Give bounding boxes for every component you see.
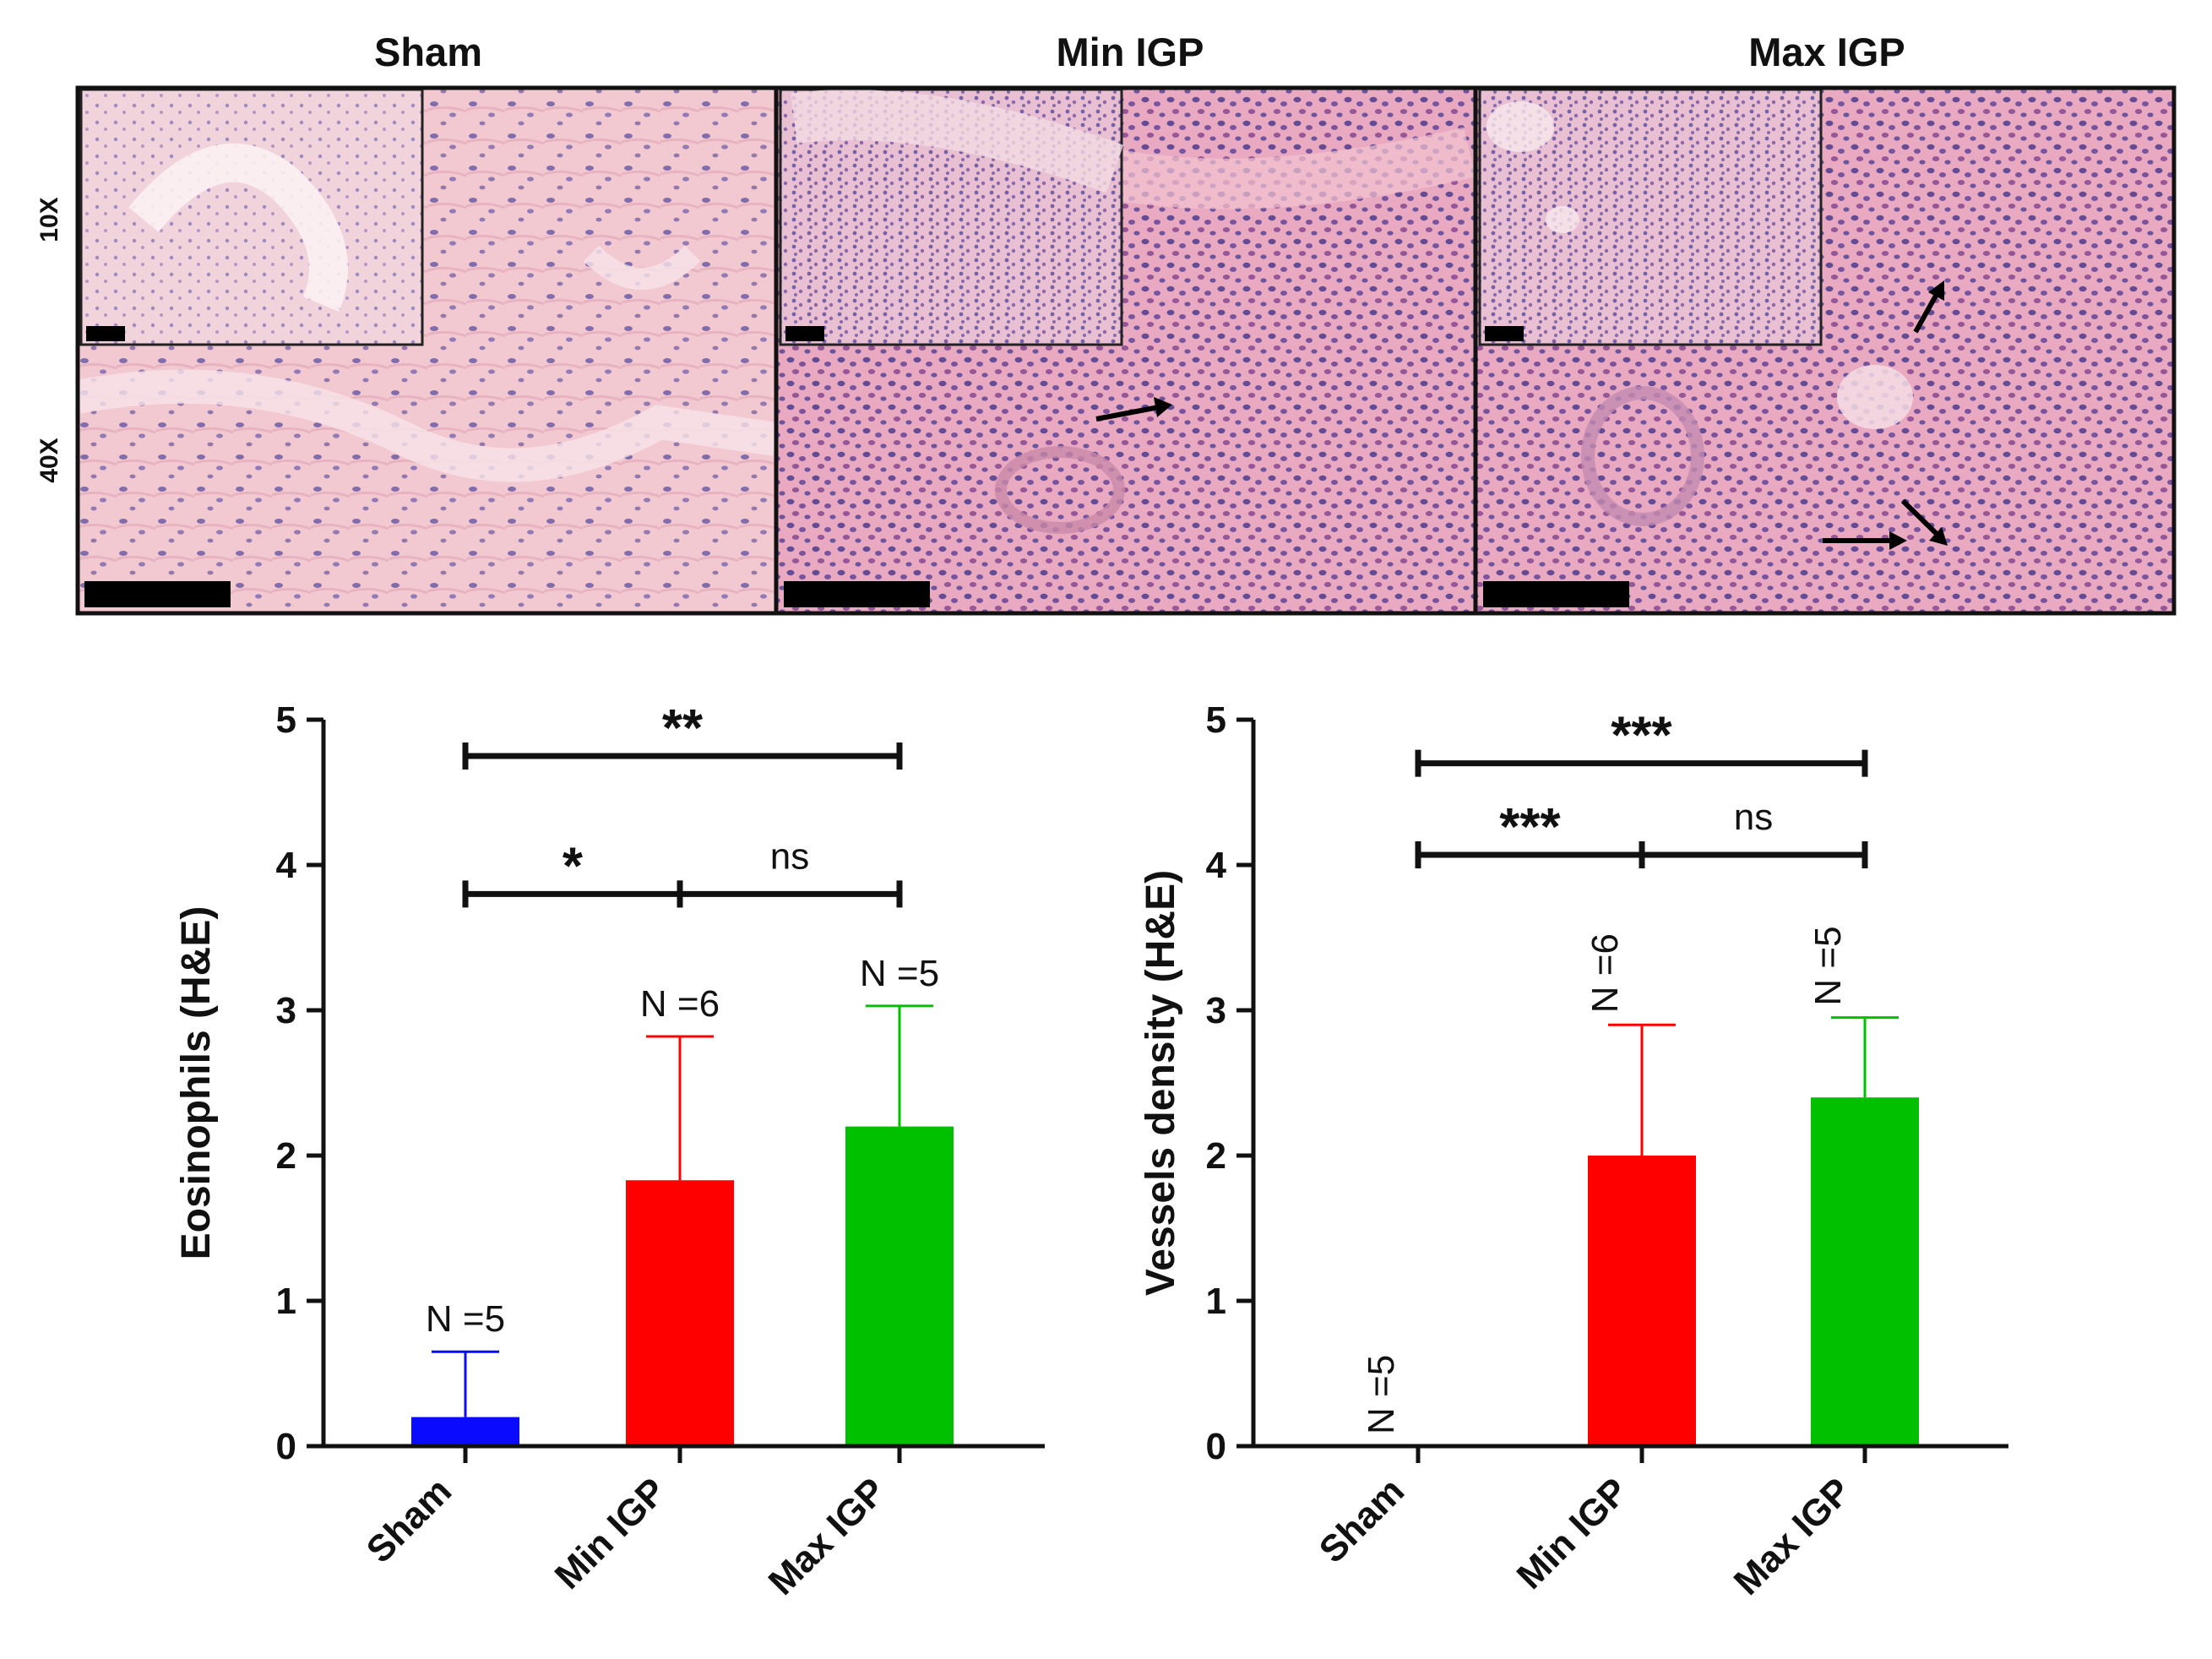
scale-bar <box>86 326 125 341</box>
micrograph-min-igp <box>777 88 1476 613</box>
bar-sham <box>411 1417 519 1446</box>
y-tick-label: 2 <box>1206 1135 1226 1177</box>
significance-label: *** <box>1499 798 1561 857</box>
n-label: N =5 <box>426 1298 505 1340</box>
arrow-icon <box>1900 498 1948 546</box>
y-tick-label: 5 <box>276 699 296 741</box>
y-tick-label: 1 <box>1206 1281 1226 1322</box>
y-tick-label: 4 <box>276 845 297 886</box>
arrow-icon <box>1095 397 1172 422</box>
row-label-40x: 40X <box>35 438 63 482</box>
n-label: N =5 <box>1361 1355 1402 1434</box>
scale-bar <box>785 326 824 341</box>
n-label: N =6 <box>1584 933 1626 1013</box>
n-label: N =5 <box>1807 926 1849 1005</box>
row-label-10x: 10X <box>35 197 63 242</box>
y-tick-label: 0 <box>1206 1426 1226 1467</box>
significance-label: ns <box>1734 797 1773 838</box>
inset-10x-sham <box>79 88 424 346</box>
chart-eosinophils: 0 1 2 3 4 5 Sham Min IGP Max IGP Eosinophils (H&E… <box>174 699 1045 1603</box>
y-tick-label: 0 <box>276 1426 296 1467</box>
inset-10x-min-igp <box>779 88 1124 346</box>
chart-vessels-density: 0 1 2 3 4 5 Sham Min IGP Max IGP Vessels density … <box>1139 699 2008 1603</box>
x-tick-label: Max IGP <box>1726 1470 1859 1602</box>
scale-bar <box>1483 581 1629 607</box>
micrograph-strip: Sham Min IGP Max IGP 10X 40X <box>35 30 2177 616</box>
x-tick-label: Min IGP <box>1509 1470 1636 1596</box>
scale-bar <box>84 581 231 607</box>
y-tick-label: 2 <box>276 1135 296 1177</box>
panel-title-max-igp: Max IGP <box>1748 30 1905 74</box>
y-tick-label: 3 <box>276 990 296 1031</box>
y-tick-label: 4 <box>1206 845 1227 886</box>
micrograph-sham <box>74 88 778 613</box>
arrow-icon <box>1913 280 1944 334</box>
y-axis-label: Vessels density (H&E) <box>1139 870 1183 1296</box>
bar-min-igp <box>1588 1156 1696 1446</box>
y-tick-label: 1 <box>276 1281 296 1322</box>
arrow-icon <box>1823 531 1907 550</box>
significance-label: ns <box>770 835 809 877</box>
significance-label: *** <box>1611 707 1672 765</box>
panel-title-sham: Sham <box>374 30 482 74</box>
y-tick-label: 3 <box>1206 990 1226 1031</box>
panel-title-min-igp: Min IGP <box>1057 30 1204 74</box>
inset-10x-max-igp <box>1478 88 1823 346</box>
bar-min-igp <box>626 1180 734 1446</box>
y-tick-label: 5 <box>1206 699 1226 741</box>
bar-max-igp <box>845 1126 954 1446</box>
bar-max-igp <box>1811 1097 1919 1446</box>
x-tick-label: Min IGP <box>547 1470 674 1596</box>
n-label: N =5 <box>860 953 939 994</box>
x-tick-label: Max IGP <box>761 1470 894 1602</box>
n-label: N =6 <box>640 983 720 1025</box>
significance-label: ** <box>662 699 704 758</box>
x-tick-label: Sham <box>1312 1470 1412 1570</box>
scale-bar <box>784 581 930 607</box>
micrograph-max-igp <box>1476 88 2174 613</box>
significance-label: * <box>563 837 584 895</box>
x-tick-label: Sham <box>359 1470 459 1570</box>
scale-bar <box>1485 326 1524 341</box>
y-axis-label: Eosinophils (H&E) <box>174 906 219 1260</box>
